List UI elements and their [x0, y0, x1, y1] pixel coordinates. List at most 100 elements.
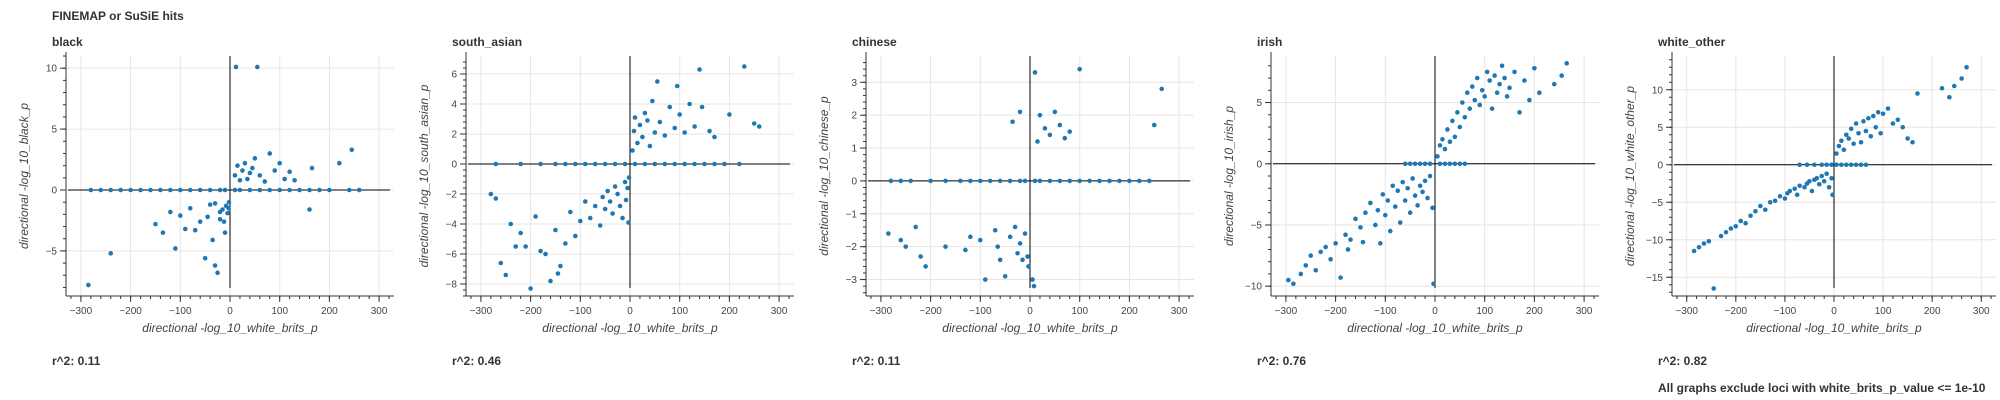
data-point [217, 209, 223, 215]
data-point [672, 161, 678, 167]
data-point [682, 161, 687, 167]
data-point [610, 211, 615, 216]
data-point [712, 161, 717, 167]
y-tick-label: 3 [851, 78, 857, 89]
data-point [1385, 198, 1391, 203]
y-tick-label: −5 [1652, 198, 1664, 209]
data-point [1905, 136, 1910, 141]
data-point [1469, 84, 1475, 89]
data-point [626, 220, 631, 225]
data-point [1151, 122, 1157, 128]
data-point [1323, 244, 1328, 250]
data-point [612, 184, 618, 189]
data-point [1412, 161, 1418, 167]
data-point [337, 160, 342, 166]
data-point [1392, 204, 1398, 209]
data-point [1417, 161, 1423, 167]
data-point [1425, 195, 1430, 201]
data-point [1492, 73, 1497, 78]
x-tick-label: −200 [1324, 306, 1347, 317]
data-point [1551, 81, 1557, 87]
data-point [635, 140, 640, 146]
data-point [1328, 256, 1333, 262]
data-point [118, 187, 123, 193]
data-point [888, 178, 894, 184]
data-point [1022, 231, 1028, 236]
data-point [1020, 257, 1025, 263]
panel-south-asian: south_asian −300 −200 −100 0 100 200 300 −8 −6 −4… [417, 0, 802, 400]
panel-irish: irish −300 −200 −100 0 100 200 300 −10 −5 0 5 direc… [1222, 0, 1607, 400]
data-point [1691, 248, 1697, 254]
y-tick-label: 0 [51, 186, 57, 197]
data-point [1447, 139, 1453, 145]
data-point [237, 187, 243, 193]
data-point [513, 244, 518, 249]
data-point [898, 178, 904, 184]
x-tick-label: −300 [470, 306, 493, 317]
data-point [1025, 254, 1030, 259]
data-point [1507, 85, 1512, 91]
data-point [605, 188, 610, 194]
data-point [1298, 271, 1304, 277]
data-point [1462, 114, 1468, 120]
data-point [245, 176, 250, 182]
data-point [1910, 139, 1915, 145]
data-point [1031, 283, 1037, 289]
data-point [1863, 128, 1869, 134]
data-point [640, 134, 645, 140]
data-point [1504, 94, 1510, 99]
data-point [573, 161, 578, 167]
data-point [217, 187, 223, 193]
data-point [1487, 78, 1492, 83]
data-point [1489, 106, 1495, 111]
data-point [1440, 136, 1445, 142]
x-tick-label: 300 [1973, 306, 1990, 317]
data-point [582, 161, 588, 167]
data-point [1012, 224, 1018, 230]
data-point [498, 260, 504, 266]
data-point [202, 255, 208, 261]
data-point [1479, 87, 1485, 93]
panel-title: black [52, 35, 83, 49]
data-point [98, 187, 104, 193]
data-point [1915, 91, 1920, 96]
data-point [602, 161, 608, 167]
data-point [252, 156, 258, 161]
data-point [592, 161, 598, 167]
x-tick-label: −300 [70, 306, 93, 317]
data-point [978, 178, 983, 184]
data-point [1753, 208, 1758, 214]
data-point [1797, 162, 1802, 168]
data-point [1427, 161, 1433, 167]
data-point [1870, 113, 1876, 119]
data-point [582, 199, 588, 204]
data-point [503, 272, 509, 278]
data-point [210, 237, 215, 243]
data-point [943, 178, 948, 184]
y-tick-label: −10 [1245, 282, 1262, 293]
y-axis-label: directional -log_10_irish_p [1222, 106, 1236, 246]
x-tick-label: 200 [321, 306, 338, 317]
data-point [1452, 161, 1458, 167]
data-point [1407, 210, 1413, 216]
data-point [1812, 162, 1817, 168]
data-point [662, 133, 668, 138]
y-axis-label: directional -log_10_chinese_p [817, 96, 831, 256]
r-squared-label: r^2: 0.11 [852, 354, 901, 368]
data-point [1853, 162, 1859, 168]
data-point [215, 270, 220, 276]
data-point [182, 226, 188, 232]
x-axis-label: directional -log_10_white_brits_p [1746, 321, 1922, 335]
y-tick-label: 4 [451, 100, 457, 111]
data-point [1836, 143, 1842, 149]
data-point [1057, 122, 1063, 128]
data-point [1830, 192, 1835, 198]
data-point [1067, 178, 1073, 184]
data-point [1846, 136, 1852, 141]
data-point [1848, 162, 1854, 168]
data-point [1363, 210, 1368, 216]
data-point [626, 175, 632, 180]
x-tick-label: 100 [671, 306, 688, 317]
data-point [543, 251, 548, 257]
data-point [548, 278, 553, 284]
